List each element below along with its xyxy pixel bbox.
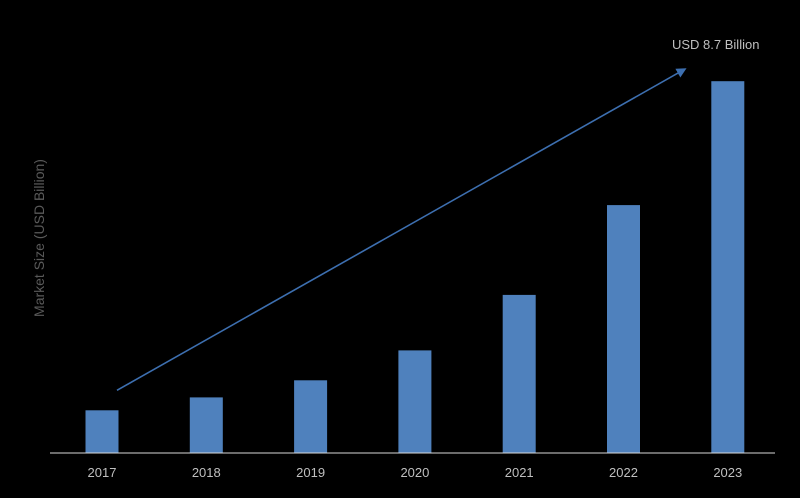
x-tick-label-2021: 2021 [505, 465, 534, 480]
bar-2023 [711, 81, 745, 453]
x-tick-label-2019: 2019 [296, 465, 325, 480]
trend-arrow [116, 68, 687, 391]
bar-2018 [189, 397, 223, 453]
x-tick-label-2017: 2017 [88, 465, 117, 480]
bar-2020 [398, 350, 432, 453]
x-tick-label-2022: 2022 [609, 465, 638, 480]
annotation-label: USD 8.7 Billion [672, 37, 759, 52]
bars-layer [85, 81, 745, 453]
x-tick-label-2020: 2020 [400, 465, 429, 480]
bar-2021 [502, 294, 536, 453]
bar-2017 [85, 410, 119, 453]
x-tick-label-2018: 2018 [192, 465, 221, 480]
x-tick-labels: 2017 2018 2019 2020 2021 2022 2023 [88, 465, 743, 480]
bar-2022 [607, 205, 640, 453]
x-tick-label-2023: 2023 [713, 465, 742, 480]
y-axis-title: Market Size (USD Billion) [31, 159, 47, 317]
bar-2019 [294, 380, 328, 453]
